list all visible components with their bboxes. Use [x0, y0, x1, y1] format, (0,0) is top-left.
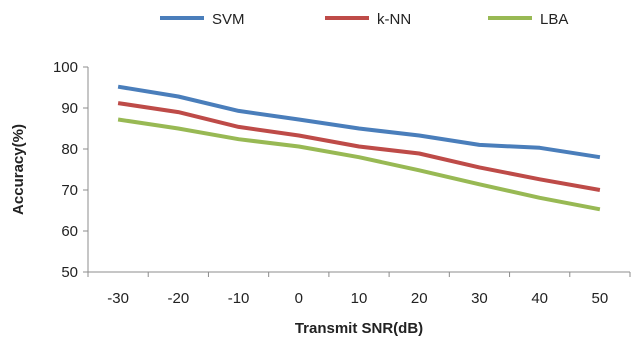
- series-line-k-nn: [117, 101, 601, 192]
- y-tick-label: 60: [61, 223, 78, 240]
- x-ticks: -30 -20 -10 0 10 20 30 40 50: [87, 272, 631, 307]
- x-tick-label: 50: [592, 290, 609, 307]
- x-axis-title: Transmit SNR(dB): [295, 320, 423, 337]
- y-tick-label: 50: [61, 264, 78, 281]
- x-tick-label: 40: [531, 290, 548, 307]
- y-tick-label: 90: [61, 100, 78, 117]
- y-axis-title: Accuracy(%): [10, 124, 27, 215]
- x-tick-label: 20: [411, 290, 428, 307]
- x-tick-label: -10: [228, 290, 250, 307]
- series-layer: [117, 84, 601, 212]
- x-tick-label: -30: [107, 290, 129, 307]
- x-tick-label: -20: [167, 290, 189, 307]
- y-ticks: 50 60 70 80 90 100: [53, 59, 88, 281]
- x-tick-label: 0: [295, 290, 303, 307]
- legend-label: SVM: [212, 11, 245, 28]
- x-tick-label: 30: [471, 290, 488, 307]
- legend-label: k-NN: [377, 11, 411, 28]
- y-tick-label: 80: [61, 141, 78, 158]
- series-line-svm: [117, 84, 601, 160]
- y-tick-label: 70: [61, 182, 78, 199]
- legend: SVM k-NN LBA: [160, 11, 568, 28]
- x-tick-label: 10: [351, 290, 368, 307]
- legend-label: LBA: [540, 11, 568, 28]
- y-tick-label: 100: [53, 59, 78, 76]
- axes: 50 60 70 80 90 100 -30 -20 -10 0 10 20 30 40 50: [53, 59, 631, 307]
- series-line-lba: [117, 117, 601, 212]
